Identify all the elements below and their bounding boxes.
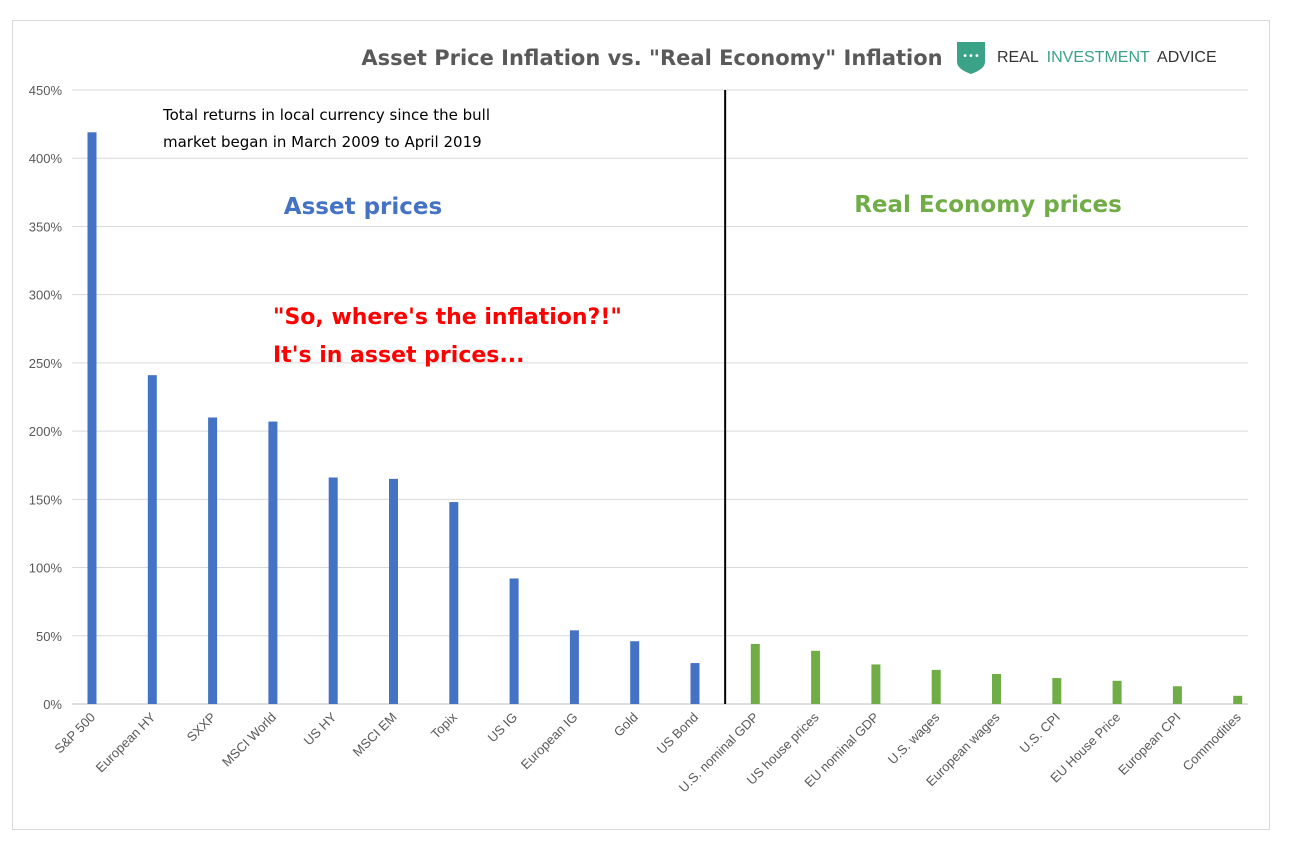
x-tick-label: MSCI World (219, 710, 279, 770)
x-tick-label: Topix (428, 709, 460, 741)
y-tick-label: 300% (29, 288, 63, 303)
x-tick-label: MSCI EM (350, 710, 400, 760)
chart-title: Asset Price Inflation vs. "Real Economy"… (361, 46, 942, 70)
bar-commodities (1233, 695, 1243, 704)
bar-european-hy (147, 375, 157, 704)
bar-us-house-prices (811, 650, 821, 704)
svg-text:•••: ••• (962, 51, 980, 62)
x-tick-label: US IG (485, 710, 521, 746)
bar-us-bond (690, 663, 700, 704)
x-tick-label: S&P 500 (51, 710, 98, 757)
bar-european-cpi (1172, 686, 1182, 704)
real-economy-label: Real Economy prices (854, 192, 1122, 218)
bar-eu-nominal-gdp (871, 664, 881, 704)
gridlines (72, 89, 1248, 705)
logo-word-real: REAL (997, 49, 1039, 66)
bar-u-s-wages (931, 669, 941, 704)
y-tick-label: 400% (29, 151, 63, 166)
bar-msci-em (389, 478, 398, 704)
bar-sxxp (208, 417, 218, 704)
x-tick-label: Gold (611, 710, 641, 740)
x-tick-label: SXXP (184, 710, 219, 745)
bar-eu-house-price (1112, 680, 1122, 704)
x-tick-label: European IG (518, 710, 581, 773)
y-tick-label: 0% (43, 697, 62, 712)
brand-logo: ••• REAL INVESTMENT ADVICE (957, 42, 1217, 74)
y-tick-label: 450% (29, 83, 63, 98)
bar-european-wages (992, 673, 1001, 704)
bar-s-p-500 (87, 132, 97, 704)
y-tick-label: 200% (29, 424, 63, 439)
y-tick-label: 250% (29, 356, 63, 371)
logo-word-investment: INVESTMENT (1047, 49, 1150, 66)
logo-word-advice: ADVICE (1157, 49, 1217, 66)
bar-msci-world (268, 421, 278, 704)
callout-line-2: It's in asset prices... (273, 343, 524, 368)
note-line-1: Total returns in local currency since th… (162, 106, 490, 124)
bar-topix (449, 502, 459, 704)
y-axis-ticks: 0% 50% 100% 150% 200% 250% 300% 350% 400% 450% (29, 83, 63, 712)
y-tick-label: 100% (29, 561, 63, 576)
note-line-2: market began in March 2009 to April 2019 (163, 133, 482, 151)
bar-us-ig (509, 578, 519, 704)
x-tick-label: Commodities (1180, 709, 1245, 774)
bar-gold (630, 641, 640, 704)
bar-u-s-cpi (1052, 678, 1062, 704)
y-tick-label: 50% (36, 629, 62, 644)
asset-prices-label: Asset prices (284, 194, 442, 220)
shield-icon (957, 42, 985, 74)
svg-text:REAL INVESTMENT AD: REAL INVESTMENT ADVICE (997, 49, 1217, 66)
x-tick-label: U.S. CPI (1017, 710, 1063, 756)
x-tick-label: European HY (93, 709, 159, 775)
x-tick-label: US Bond (654, 710, 701, 757)
bar-u-s-nominal-gdp (750, 643, 760, 704)
x-tick-label: US HY (301, 709, 340, 748)
x-tick-label: European CPI (1115, 710, 1183, 778)
bars (87, 132, 1243, 704)
bar-us-hy (328, 477, 338, 704)
callout-line-1: "So, where's the inflation?!" (273, 305, 622, 330)
y-tick-label: 150% (29, 492, 63, 507)
y-tick-label: 350% (29, 219, 63, 234)
bar-european-ig (569, 630, 579, 704)
x-tick-label: U.S. wages (885, 709, 943, 767)
